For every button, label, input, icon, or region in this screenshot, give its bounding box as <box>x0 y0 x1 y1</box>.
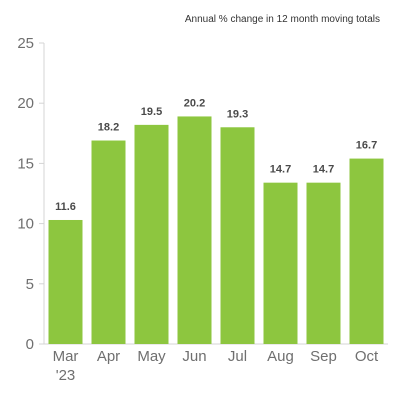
y-tick-label: 10 <box>17 216 34 233</box>
chart-subtitle: Annual % change in 12 month moving total… <box>185 14 380 25</box>
x-tick-label-mar: Mar <box>53 348 79 365</box>
data-label-apr: 18.2 <box>98 122 119 134</box>
data-label-aug: 14.7 <box>270 164 291 176</box>
data-label-jul: 19.3 <box>227 108 248 120</box>
bar-oct <box>349 158 384 344</box>
bar-jul <box>220 127 255 344</box>
bar-may <box>134 124 169 344</box>
bar-jun <box>177 116 212 344</box>
x-tick-label-oct: Oct <box>355 348 379 365</box>
x-tick-label-sep: Sep <box>310 348 337 365</box>
x-tick-label-jul: Jul <box>228 348 247 365</box>
data-label-may: 19.5 <box>141 106 162 118</box>
bar-sep <box>306 182 341 344</box>
bar-aug <box>263 182 298 344</box>
label-layer: 0 5 10 15 20 25 11.6 Mar '23 18.2 Apr 19.5 May 20.2 Ju… <box>17 35 379 384</box>
bar-apr <box>91 140 126 344</box>
y-tick-label: 5 <box>26 276 34 293</box>
x-tick-label-apr: Apr <box>97 348 120 365</box>
data-label-jun: 20.2 <box>184 97 205 109</box>
data-label-mar: 11.6 <box>55 201 76 213</box>
x-tick-sublabel: '23 <box>56 367 76 384</box>
data-label-oct: 16.7 <box>356 140 377 152</box>
y-tick-label: 15 <box>17 155 34 172</box>
bar-layer <box>48 116 384 344</box>
y-tick-label: 0 <box>26 336 34 353</box>
y-tick-label: 25 <box>17 35 34 52</box>
data-label-sep: 14.7 <box>313 164 334 176</box>
y-tick-label: 20 <box>17 95 34 112</box>
x-tick-label-aug: Aug <box>267 348 294 365</box>
x-tick-label-jun: Jun <box>182 348 206 365</box>
bar-mar <box>48 219 83 344</box>
x-tick-label-may: May <box>137 348 166 365</box>
